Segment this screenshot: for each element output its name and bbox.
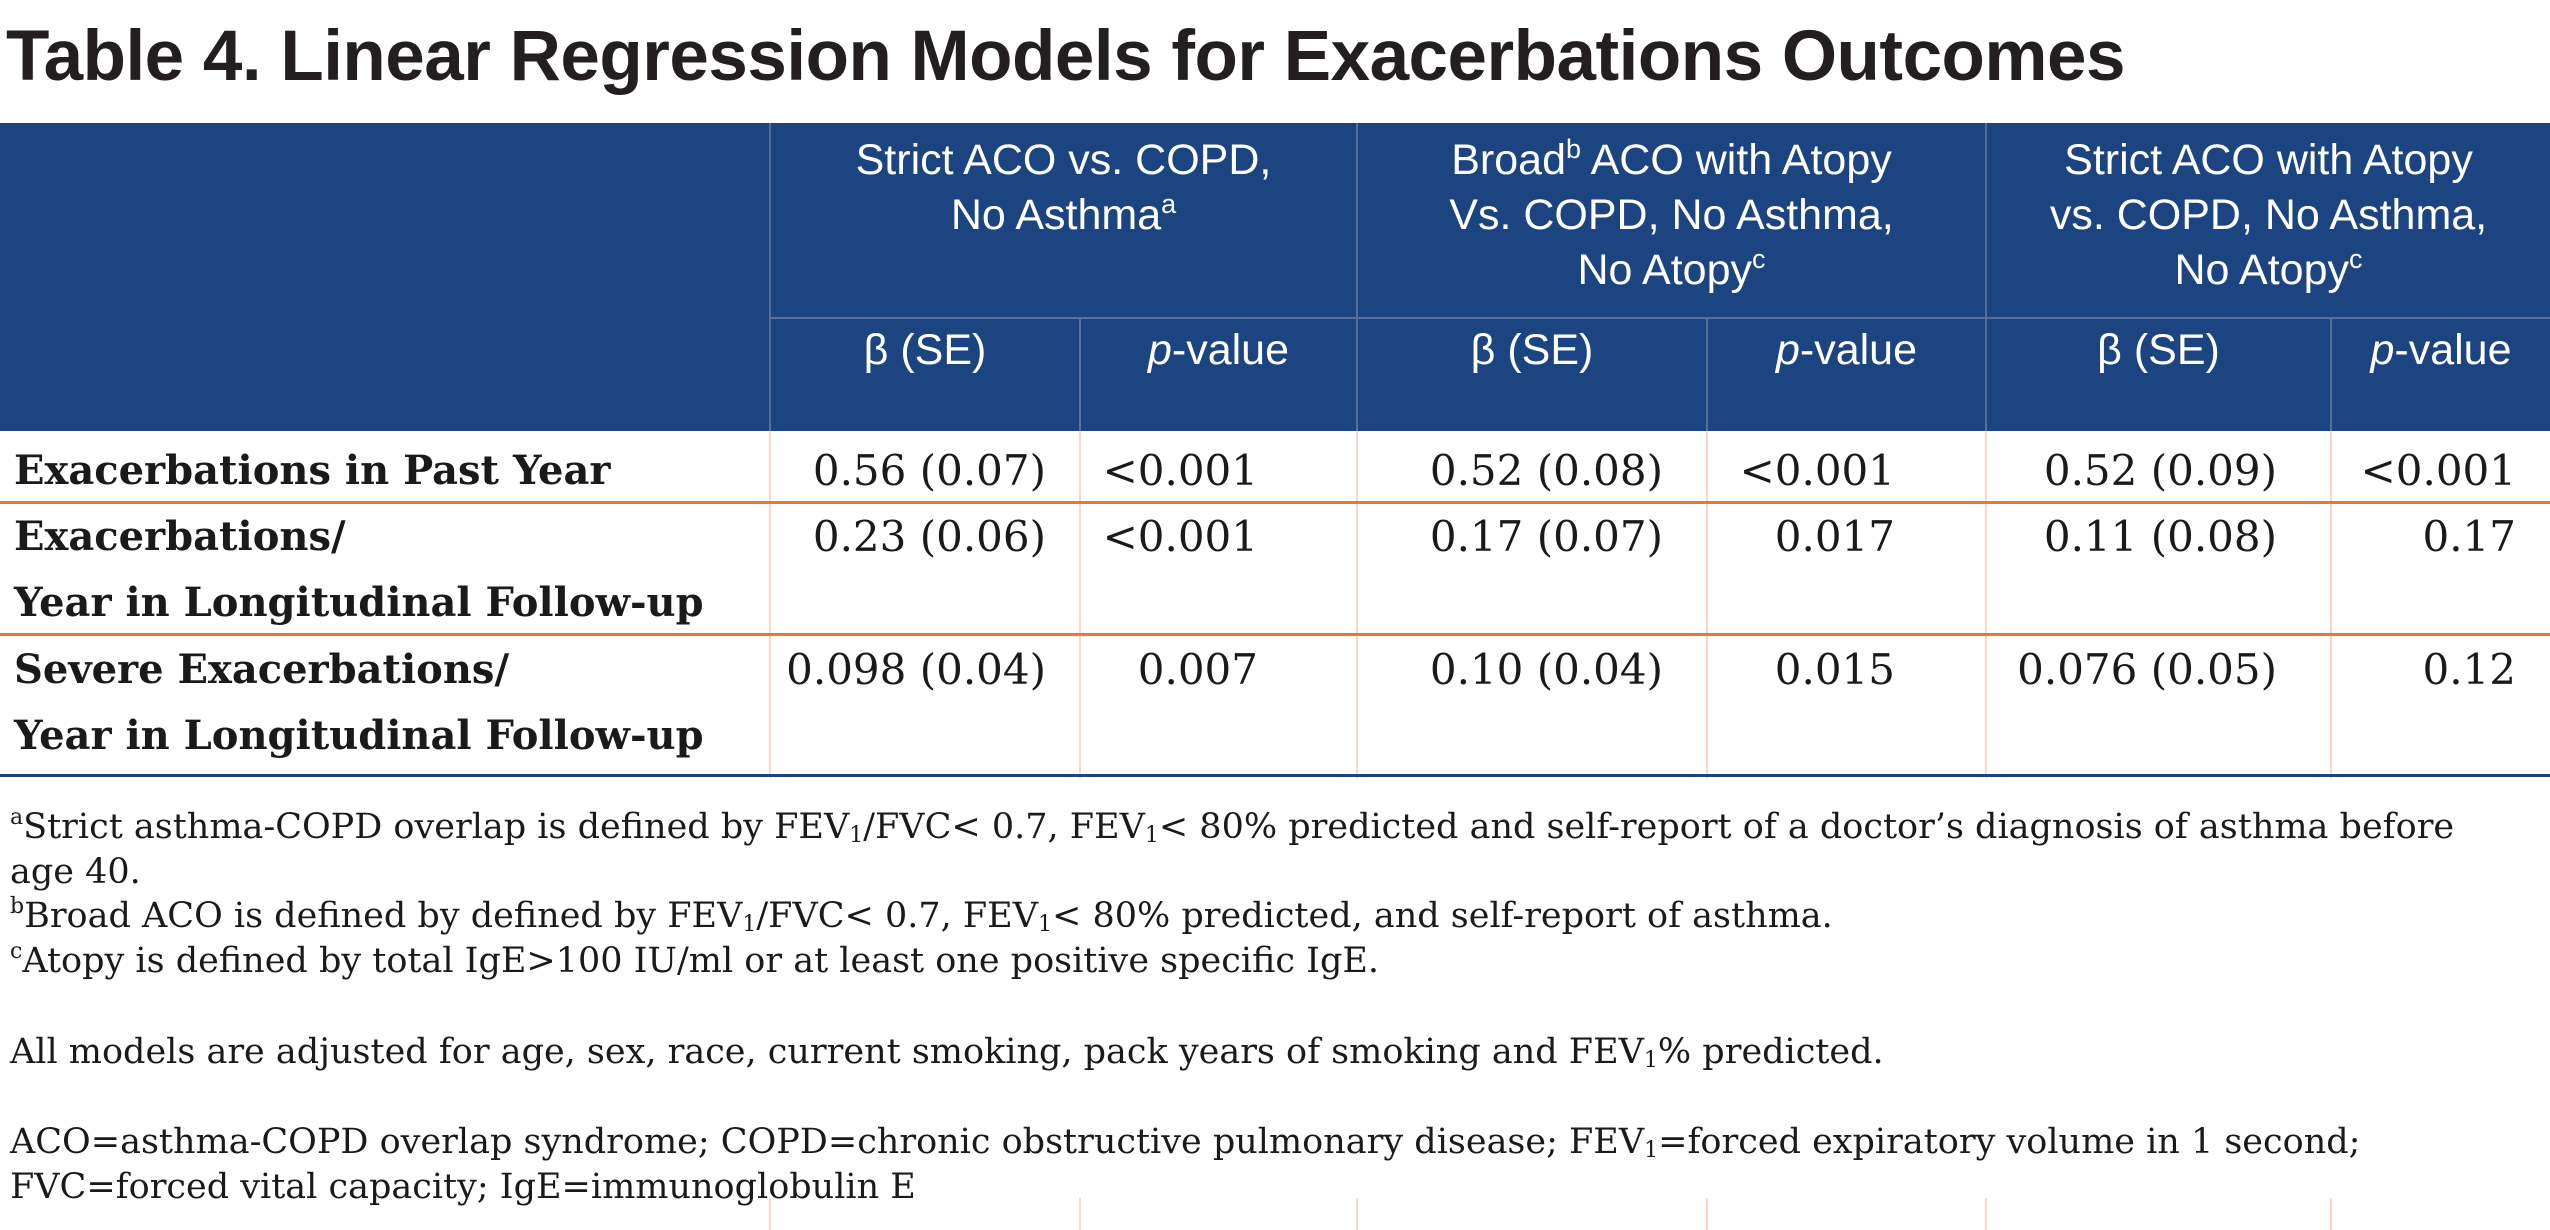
table-cell: 0.17 (0.07) — [1429, 512, 1663, 561]
column-header-beta: β (SE) — [1470, 326, 1594, 374]
column-header-beta: β (SE) — [2097, 326, 2220, 374]
footnote-area — [0, 778, 2550, 1198]
row-label-severe-exacerbations: Severe Exacerbations/ Year in Longitudin… — [14, 646, 704, 759]
group-header-strict-aco: Strict ACO vs. COPD, No Asthmaa — [855, 136, 1272, 239]
table-title: Table 4. Linear Regression Models for Ex… — [6, 17, 2126, 96]
header-divider — [770, 317, 2550, 319]
column-header-p-value: p-value — [1775, 326, 1918, 374]
header-vline — [769, 123, 771, 431]
table-cell: 0.11 (0.08) — [2043, 512, 2277, 561]
header-vline — [1706, 318, 1708, 431]
header-vline — [1079, 318, 1081, 431]
row-divider — [0, 501, 2550, 504]
row-label-exacerbations-past-year: Exacerbations in Past Year — [14, 447, 611, 494]
table-cell: 0.52 (0.09) — [2043, 446, 2277, 495]
table-cell: 0.23 (0.06) — [812, 512, 1046, 561]
row-divider — [0, 633, 2550, 636]
table-cell: 0.52 (0.08) — [1429, 446, 1663, 495]
column-header-p-value: p-value — [1147, 326, 1290, 374]
header-vline — [1356, 123, 1358, 431]
table-cell: 0.56 (0.07) — [812, 446, 1046, 495]
table-cell: <0.001 — [2360, 446, 2516, 495]
table-cell: <0.001 — [1102, 512, 1258, 561]
table-cell: 0.007 — [1137, 645, 1258, 694]
footnote-a: aStrict asthma-COPD overlap is defined b… — [10, 805, 2455, 893]
footnote-b: bBroad ACO is defined by defined by FEV1… — [10, 894, 1833, 937]
table-cell: 0.10 (0.04) — [1429, 645, 1663, 694]
table-cell: 0.17 — [2422, 512, 2516, 561]
footnote-c: cAtopy is defined by total IgE>100 IU/ml… — [10, 939, 1380, 982]
footnote-adjusted: All models are adjusted for age, sex, ra… — [10, 1032, 1884, 1073]
table-header — [0, 123, 2550, 431]
table-cell: <0.001 — [1739, 446, 1895, 495]
column-header-beta: β (SE) — [863, 326, 987, 374]
table-cell: 0.017 — [1774, 512, 1895, 561]
table-bottom-rule — [0, 774, 2550, 777]
row-label-exacerbations-per-year: Exacerbations/ Year in Longitudinal Foll… — [14, 513, 704, 626]
footnote-abbreviations: ACO=asthma-COPD overlap syndrome; COPD=c… — [10, 1122, 2361, 1207]
table-cell: 0.015 — [1774, 645, 1895, 694]
table-cell: 0.076 (0.05) — [2017, 645, 2277, 694]
header-vline — [2330, 318, 2332, 431]
group-header-strict-aco-atopy: Strict ACO with Atopy vs. COPD, No Asthm… — [2049, 136, 2488, 294]
table-cell: <0.001 — [1102, 446, 1258, 495]
column-header-p-value: p-value — [2370, 326, 2512, 374]
table-cell: 0.098 (0.04) — [786, 645, 1046, 694]
header-vline — [1985, 123, 1987, 431]
group-header-broad-aco-atopy: Broadb ACO with Atopy Vs. COPD, No Asthm… — [1449, 134, 1894, 295]
table-cell: 0.12 — [2422, 645, 2516, 694]
